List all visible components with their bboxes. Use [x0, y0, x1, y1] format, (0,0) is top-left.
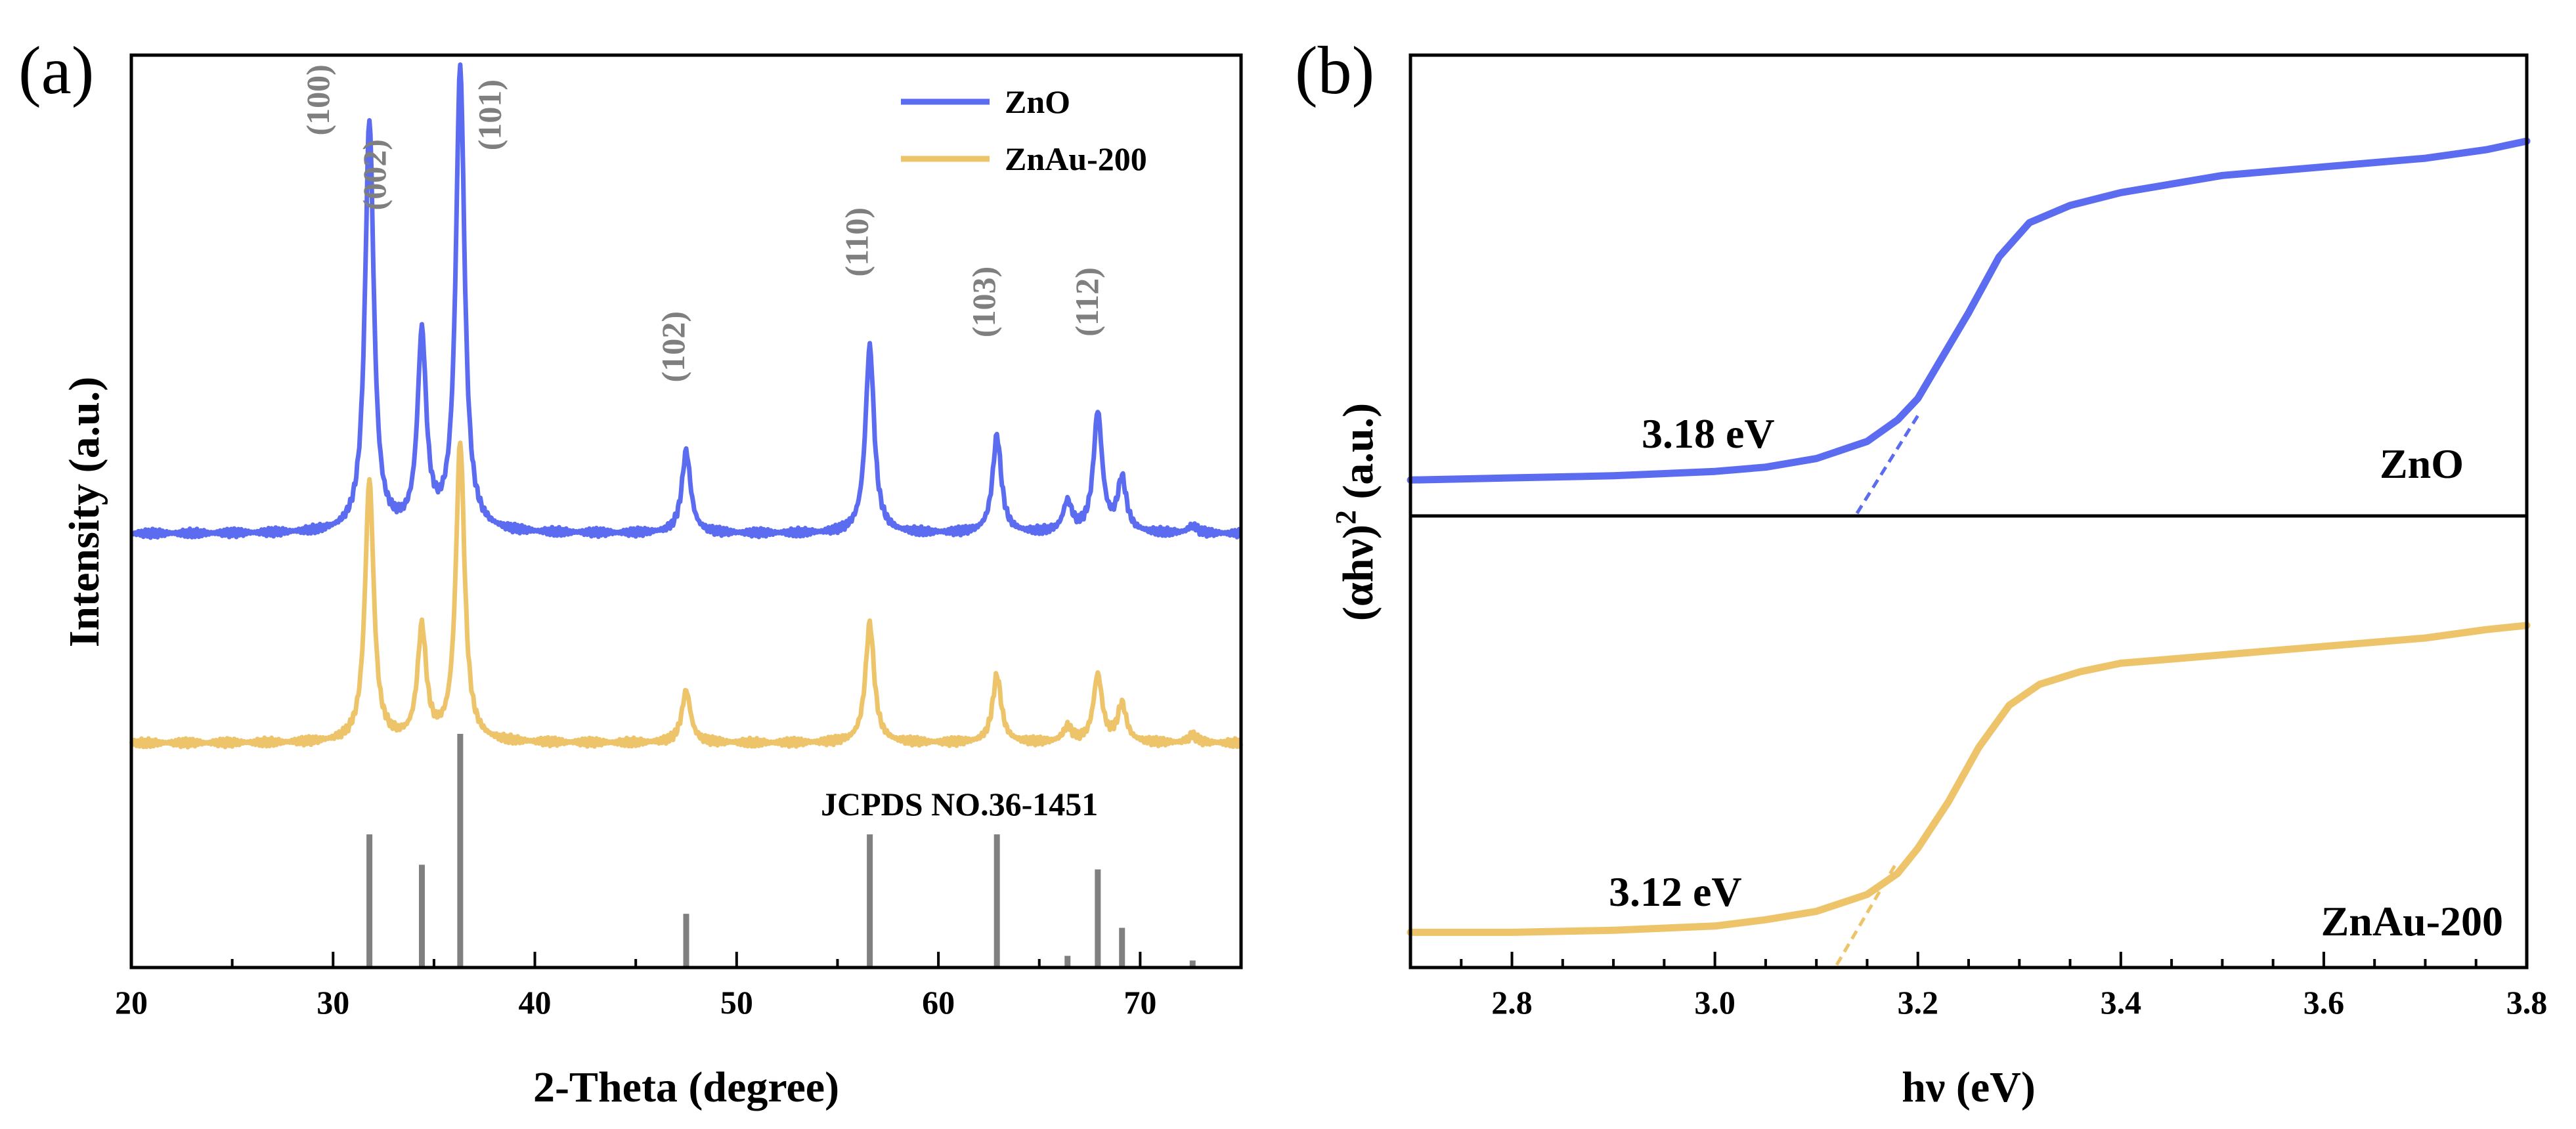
x-tick-label: 40	[519, 984, 552, 1021]
reference-label: JCPDS NO.36-1451	[821, 786, 1098, 822]
sample-label-znau: ZnAu-200	[2321, 898, 2503, 945]
x-tick-label: 50	[720, 984, 753, 1021]
x-axis-title-a: 2-Theta (degree)	[533, 1063, 839, 1111]
x-tick-label: 3.8	[2506, 984, 2548, 1021]
axes-frame-a	[129, 53, 1243, 969]
band-gap-label-zno: 3.18 eV	[1642, 410, 1775, 457]
hkl-label: (102)	[655, 311, 691, 382]
tauc-curve-znau-200	[1407, 622, 2531, 936]
x-tick-label: 2.8	[1491, 984, 1533, 1021]
hkl-label: (103)	[965, 266, 1002, 337]
x-tick-label: 3.2	[1897, 984, 1938, 1021]
x-tick-label: 3.4	[2101, 984, 2142, 1021]
tauc-curve-zno	[1407, 137, 2531, 484]
xrd-series	[129, 62, 1244, 750]
hkl-label: (101)	[471, 79, 508, 150]
band-gap-label-znau: 3.12 eV	[1609, 868, 1742, 915]
x-axis-title-b: hν (eV)	[1902, 1063, 2036, 1111]
x-tick-label: 70	[1124, 984, 1156, 1021]
tauc-curves	[1407, 137, 2531, 966]
x-ticks-a: 20 30 40 50 60 70	[115, 952, 1242, 1021]
tangent-line-zno	[1855, 414, 1919, 515]
panel-label-b: (b)	[1295, 33, 1374, 108]
legend-a: ZnO ZnAu-200	[901, 83, 1147, 177]
x-tick-label: 3.0	[1694, 984, 1736, 1021]
hkl-label: (112)	[1068, 267, 1105, 337]
legend-label-znau: ZnAu-200	[1005, 140, 1147, 177]
series-line-zno	[130, 62, 1243, 540]
axes-frame-b	[1408, 53, 2529, 969]
x-tick-label: 60	[922, 984, 955, 1021]
sample-label-zno: ZnO	[2380, 440, 2464, 487]
legend-label-zno: ZnO	[1005, 83, 1070, 120]
y-axis-title-b: (αhν)2 (a.u.)	[1330, 403, 1382, 621]
panel-b-tauc: (b) 3.18 eV 3.12 eV ZnO ZnAu-200 2.8 3.0 3…	[1295, 33, 2547, 1111]
panel-label-a: (a)	[18, 33, 94, 108]
panel-a-xrd: (a) (100)(002)(101)(102)(110)(103) (112) …	[18, 33, 1244, 1111]
tangent-line-znau-200	[1835, 860, 1899, 966]
hkl-label: (002)	[356, 139, 393, 210]
x-tick-label: 3.6	[2303, 984, 2345, 1021]
hkl-label: (110)	[839, 207, 875, 277]
reference-lines	[366, 734, 1196, 968]
x-tick-label: 20	[115, 984, 148, 1021]
hkl-labels: (100) (002) (101) (102) (110) (103) (112)	[299, 64, 1105, 382]
x-ticks-b: 2.8 3.0 3.2 3.4 3.6 3.8	[1409, 952, 2548, 1021]
series-line-znau-200	[129, 440, 1244, 750]
x-tick-label: 30	[317, 984, 349, 1021]
hkl-label: (100)	[299, 64, 336, 135]
y-axis-title-a: Intensity (a.u.)	[60, 377, 108, 648]
